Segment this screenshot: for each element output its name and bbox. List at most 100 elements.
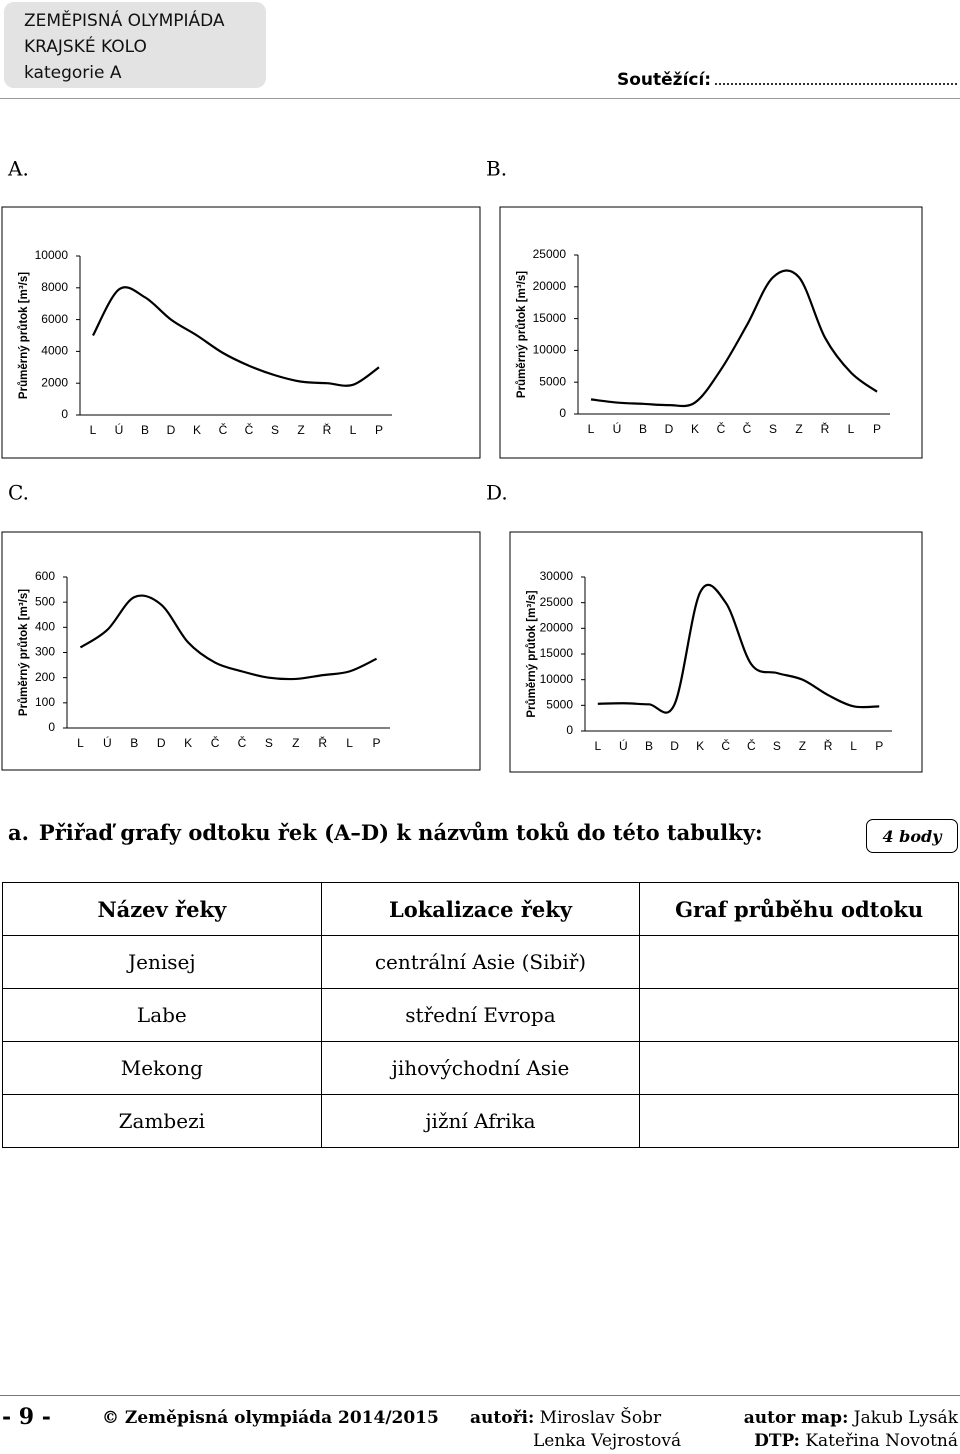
header-rule <box>0 98 960 99</box>
table-header: Název řeky Lokalizace řeky Graf průběhu … <box>2 882 959 936</box>
x-tick-label: K <box>193 423 201 437</box>
chart-frame <box>1 206 481 459</box>
y-tick-label: 6000 <box>41 312 68 326</box>
x-tick-label: S <box>271 423 279 437</box>
table-cell: jihovýchodní Asie <box>320 1041 641 1095</box>
x-tick-label: S <box>773 739 781 753</box>
x-tick-label: Z <box>297 423 304 437</box>
x-tick-label: L <box>346 736 353 750</box>
chart-frame <box>499 206 923 459</box>
table-cell: jižní Afrika <box>320 1094 641 1148</box>
answer-cell[interactable] <box>639 988 959 1042</box>
x-tick-label: Z <box>795 422 802 436</box>
authors: autoři: Miroslav Šobr <box>470 1408 661 1428</box>
table-cell: Mekong <box>2 1041 322 1095</box>
y-tick-label: 4000 <box>41 344 68 358</box>
table-cell: Zambezi <box>2 1094 322 1148</box>
answer-cell[interactable] <box>639 1094 959 1148</box>
x-tick-label: D <box>167 423 176 437</box>
answer-cell[interactable] <box>639 935 959 989</box>
x-tick-label: S <box>265 736 273 750</box>
data-line <box>79 594 378 681</box>
y-tick-label: 100 <box>35 695 55 709</box>
y-tick-label: 20000 <box>540 621 574 635</box>
y-tick-label: 10000 <box>533 343 567 357</box>
y-tick-label: 500 <box>35 594 55 608</box>
table-cell: Jenisej <box>2 935 322 989</box>
table-row: Mekong jihovýchodní Asie <box>2 1041 959 1095</box>
chart-label: B. <box>486 157 507 181</box>
x-tick-label: Ú <box>613 421 622 436</box>
x-tick-label: Ř <box>318 735 327 750</box>
round: KRAJSKÉ KOLO <box>24 37 147 57</box>
x-tick-label: K <box>696 739 704 753</box>
y-tick-label: 15000 <box>533 311 567 325</box>
y-tick-label: 30000 <box>540 569 574 583</box>
table-cell: střední Evropa <box>320 988 641 1042</box>
x-tick-label: P <box>375 423 383 437</box>
data-line <box>590 269 878 408</box>
author: Lenka Vejrostová <box>533 1431 682 1451</box>
maps-label: autor map: <box>743 1408 849 1428</box>
table-cell: centrální Asie (Sibiř) <box>320 935 641 989</box>
contestant-label: Soutěžící: <box>617 70 712 90</box>
x-tick-label: P <box>873 422 881 436</box>
x-tick-label: L <box>90 423 97 437</box>
x-tick-label: Ř <box>821 421 830 436</box>
x-tick-label: Z <box>292 736 299 750</box>
y-axis-label: Průměrný průtok [m³/s] <box>526 590 538 717</box>
task-text: Přiřaď grafy odtoku řek (A–D) k názvům t… <box>38 820 763 845</box>
x-tick-label: Ú <box>619 738 628 753</box>
y-axis-label: Průměrný průtok [m³/s] <box>18 589 30 716</box>
map-author: autor map: Jakub Lysák <box>744 1408 958 1428</box>
y-tick-label: 20000 <box>533 279 567 293</box>
x-tick-label: L <box>848 422 855 436</box>
title: ZEMĚPISNÁ OLYMPIÁDA <box>24 11 225 31</box>
dtp-label: DTP: <box>754 1431 800 1451</box>
x-tick-label: S <box>769 422 777 436</box>
task: a. Přiřaď grafy odtoku řek (A–D) k názvům… <box>8 820 773 845</box>
data-line <box>597 583 880 714</box>
points-badge: 4 body <box>866 819 958 853</box>
x-tick-label: Ř <box>323 422 332 437</box>
x-tick-label: Č <box>717 421 726 436</box>
x-tick-label: L <box>77 736 84 750</box>
answer-cell[interactable] <box>639 1041 959 1095</box>
header-cell: Graf průběhu odtoku <box>639 882 959 936</box>
x-tick-label: Č <box>245 422 254 437</box>
chart-label: D. <box>486 481 508 505</box>
x-tick-label: Č <box>238 735 247 750</box>
x-tick-label: Č <box>747 738 756 753</box>
y-tick-label: 10000 <box>540 672 574 686</box>
y-tick-label: 2000 <box>41 375 68 389</box>
dotted-line <box>715 70 957 85</box>
table-row: Labe střední Evropa <box>2 988 959 1042</box>
y-tick-label: 25000 <box>533 247 567 261</box>
chart-label: C. <box>8 481 29 505</box>
dtp-name: Kateřina Novotná <box>805 1431 958 1451</box>
x-tick-label: D <box>665 422 674 436</box>
footer-rule <box>0 1395 960 1396</box>
x-tick-label: Č <box>211 735 220 750</box>
x-tick-label: B <box>645 739 653 753</box>
charts: A.Průměrný průtok [m³/s]0200040006000800… <box>1 157 923 773</box>
y-tick-label: 0 <box>61 407 68 421</box>
y-tick-label: 8000 <box>41 280 68 294</box>
table-body: Jenisej centrální Asie (Sibiř) Labe střední… <box>2 935 959 1148</box>
x-tick-label: Č <box>743 421 752 436</box>
x-tick-label: L <box>850 739 857 753</box>
y-tick-label: 10000 <box>35 248 69 262</box>
x-tick-label: Č <box>721 738 730 753</box>
y-tick-label: 25000 <box>540 595 574 609</box>
y-tick-label: 200 <box>35 670 55 684</box>
table-row: Jenisej centrální Asie (Sibiř) <box>2 935 959 989</box>
x-tick-label: L <box>588 422 595 436</box>
y-tick-label: 0 <box>48 720 55 734</box>
x-tick-label: D <box>157 736 166 750</box>
y-tick-label: 15000 <box>540 646 574 660</box>
chart-label: A. <box>7 157 29 181</box>
task-letter: a. <box>8 820 29 845</box>
maps-name: Jakub Lysák <box>853 1408 958 1428</box>
x-tick-label: Ř <box>824 738 833 753</box>
